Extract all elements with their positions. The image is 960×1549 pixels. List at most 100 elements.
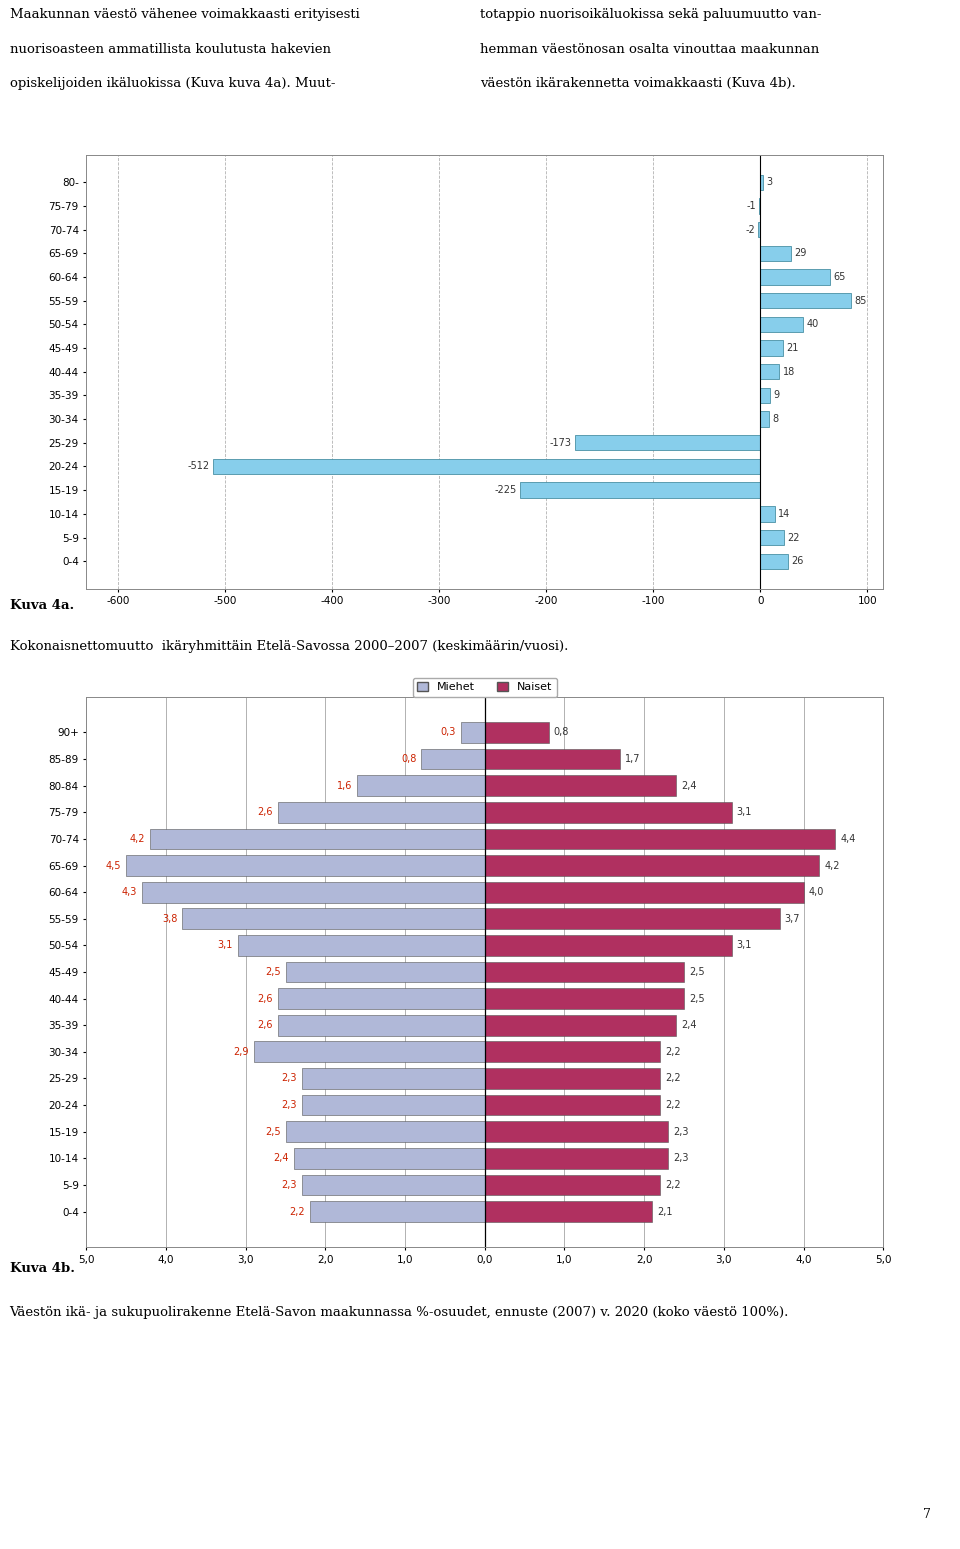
Text: 3,1: 3,1	[218, 940, 233, 951]
Text: 65: 65	[833, 273, 846, 282]
Text: -225: -225	[494, 485, 516, 496]
Text: Kuva 4a.: Kuva 4a.	[10, 599, 74, 612]
Bar	[758, 222, 760, 237]
Bar	[150, 829, 485, 849]
Text: 2,5: 2,5	[688, 967, 705, 977]
Bar	[212, 459, 760, 474]
Bar	[309, 1200, 485, 1222]
Text: Kokonaisnettomuutto  ikäryhmittäin Etelä-Savossa 2000–2007 (keskimäärin/vuosi).: Kokonaisnettomuutto ikäryhmittäin Etelä-…	[10, 640, 568, 654]
Bar	[294, 1148, 485, 1168]
Text: -1: -1	[746, 201, 756, 211]
Bar	[760, 364, 780, 380]
Text: nuorisoasteen ammatillista koulutusta hakevien: nuorisoasteen ammatillista koulutusta ha…	[10, 43, 330, 56]
Bar	[760, 175, 763, 191]
Text: 2,6: 2,6	[257, 1021, 273, 1030]
Text: Maakunnan väestö vähenee voimakkaasti erityisesti: Maakunnan väestö vähenee voimakkaasti er…	[10, 8, 359, 20]
Bar	[519, 482, 760, 497]
Text: väestön ikärakennetta voimakkaasti (Kuva 4b).: väestön ikärakennetta voimakkaasti (Kuva…	[480, 77, 796, 90]
Text: 0,8: 0,8	[401, 754, 417, 764]
Text: 3,1: 3,1	[736, 940, 752, 951]
Text: 85: 85	[854, 296, 867, 305]
Bar	[485, 1095, 660, 1115]
Text: 2,2: 2,2	[289, 1207, 304, 1216]
Text: Väestön ikä- ja sukupuolirakenne Etelä-Savon maakunnassa %-osuudet, ennuste (200: Väestön ikä- ja sukupuolirakenne Etelä-S…	[10, 1306, 789, 1318]
Text: 21: 21	[786, 342, 799, 353]
Text: 3,7: 3,7	[784, 914, 800, 923]
Bar	[760, 530, 783, 545]
Text: 2,3: 2,3	[673, 1126, 688, 1137]
Text: 2,5: 2,5	[265, 1126, 281, 1137]
Text: 2,3: 2,3	[673, 1154, 688, 1163]
Text: 4,5: 4,5	[106, 861, 122, 871]
Text: 3: 3	[767, 177, 773, 187]
Text: 2,5: 2,5	[265, 967, 281, 977]
Text: 2,2: 2,2	[665, 1073, 681, 1083]
Text: 2,1: 2,1	[657, 1207, 672, 1216]
Bar	[277, 988, 485, 1008]
Text: 4,3: 4,3	[122, 888, 137, 897]
Text: 2,5: 2,5	[688, 993, 705, 1004]
Bar	[301, 1069, 485, 1089]
Bar	[485, 908, 780, 929]
Bar	[485, 1069, 660, 1089]
Bar	[760, 246, 791, 262]
Text: 14: 14	[779, 510, 791, 519]
Bar	[760, 507, 775, 522]
Text: 2,3: 2,3	[281, 1180, 297, 1190]
Bar	[126, 855, 485, 875]
Text: 2,4: 2,4	[681, 1021, 696, 1030]
Bar	[760, 553, 788, 568]
Bar	[357, 776, 485, 796]
Bar	[760, 412, 769, 428]
Bar	[485, 776, 676, 796]
Text: 0,8: 0,8	[553, 728, 568, 737]
Text: 4,2: 4,2	[130, 833, 145, 844]
Bar	[277, 1015, 485, 1036]
Bar	[461, 722, 485, 744]
Text: -512: -512	[187, 462, 209, 471]
Text: 2,4: 2,4	[681, 781, 696, 790]
Bar	[238, 936, 485, 956]
Text: 7: 7	[924, 1507, 931, 1521]
Bar	[485, 1121, 668, 1142]
Text: 4,2: 4,2	[825, 861, 840, 871]
Bar	[485, 855, 820, 875]
Text: -2: -2	[745, 225, 755, 234]
Bar	[485, 881, 804, 903]
Bar	[485, 936, 732, 956]
Bar	[485, 988, 684, 1008]
Legend: Miehet, Naiset: Miehet, Naiset	[413, 678, 557, 697]
Text: 2,3: 2,3	[281, 1100, 297, 1111]
Bar	[485, 748, 620, 770]
Bar	[182, 908, 485, 929]
Bar	[485, 1015, 676, 1036]
Text: totappio nuorisoikäluokissa sekä paluumuutto van-: totappio nuorisoikäluokissa sekä paluumu…	[480, 8, 822, 20]
Text: 3,8: 3,8	[162, 914, 178, 923]
Text: 18: 18	[782, 367, 795, 376]
Text: 2,2: 2,2	[665, 1180, 681, 1190]
Bar	[760, 270, 829, 285]
Bar	[301, 1095, 485, 1115]
Text: 22: 22	[787, 533, 800, 542]
Text: 29: 29	[795, 248, 806, 259]
Bar	[285, 1121, 485, 1142]
Bar	[485, 962, 684, 982]
Text: 9: 9	[773, 390, 780, 401]
Bar	[760, 387, 770, 403]
Bar	[301, 1174, 485, 1196]
Text: 1,6: 1,6	[337, 781, 352, 790]
Bar	[485, 722, 548, 744]
Text: 26: 26	[791, 556, 804, 567]
Bar	[485, 1174, 660, 1196]
Text: 2,6: 2,6	[257, 807, 273, 818]
Bar	[485, 802, 732, 823]
Text: 4,4: 4,4	[840, 833, 855, 844]
Text: 2,6: 2,6	[257, 993, 273, 1004]
Bar	[253, 1041, 485, 1063]
Text: opiskelijoiden ikäluokissa (Kuva kuva 4a). Muut-: opiskelijoiden ikäluokissa (Kuva kuva 4a…	[10, 77, 335, 90]
Text: 2,9: 2,9	[233, 1047, 249, 1056]
Text: 4,0: 4,0	[808, 888, 824, 897]
Text: Kuva 4b.: Kuva 4b.	[10, 1262, 75, 1275]
Bar	[285, 962, 485, 982]
Bar	[421, 748, 485, 770]
